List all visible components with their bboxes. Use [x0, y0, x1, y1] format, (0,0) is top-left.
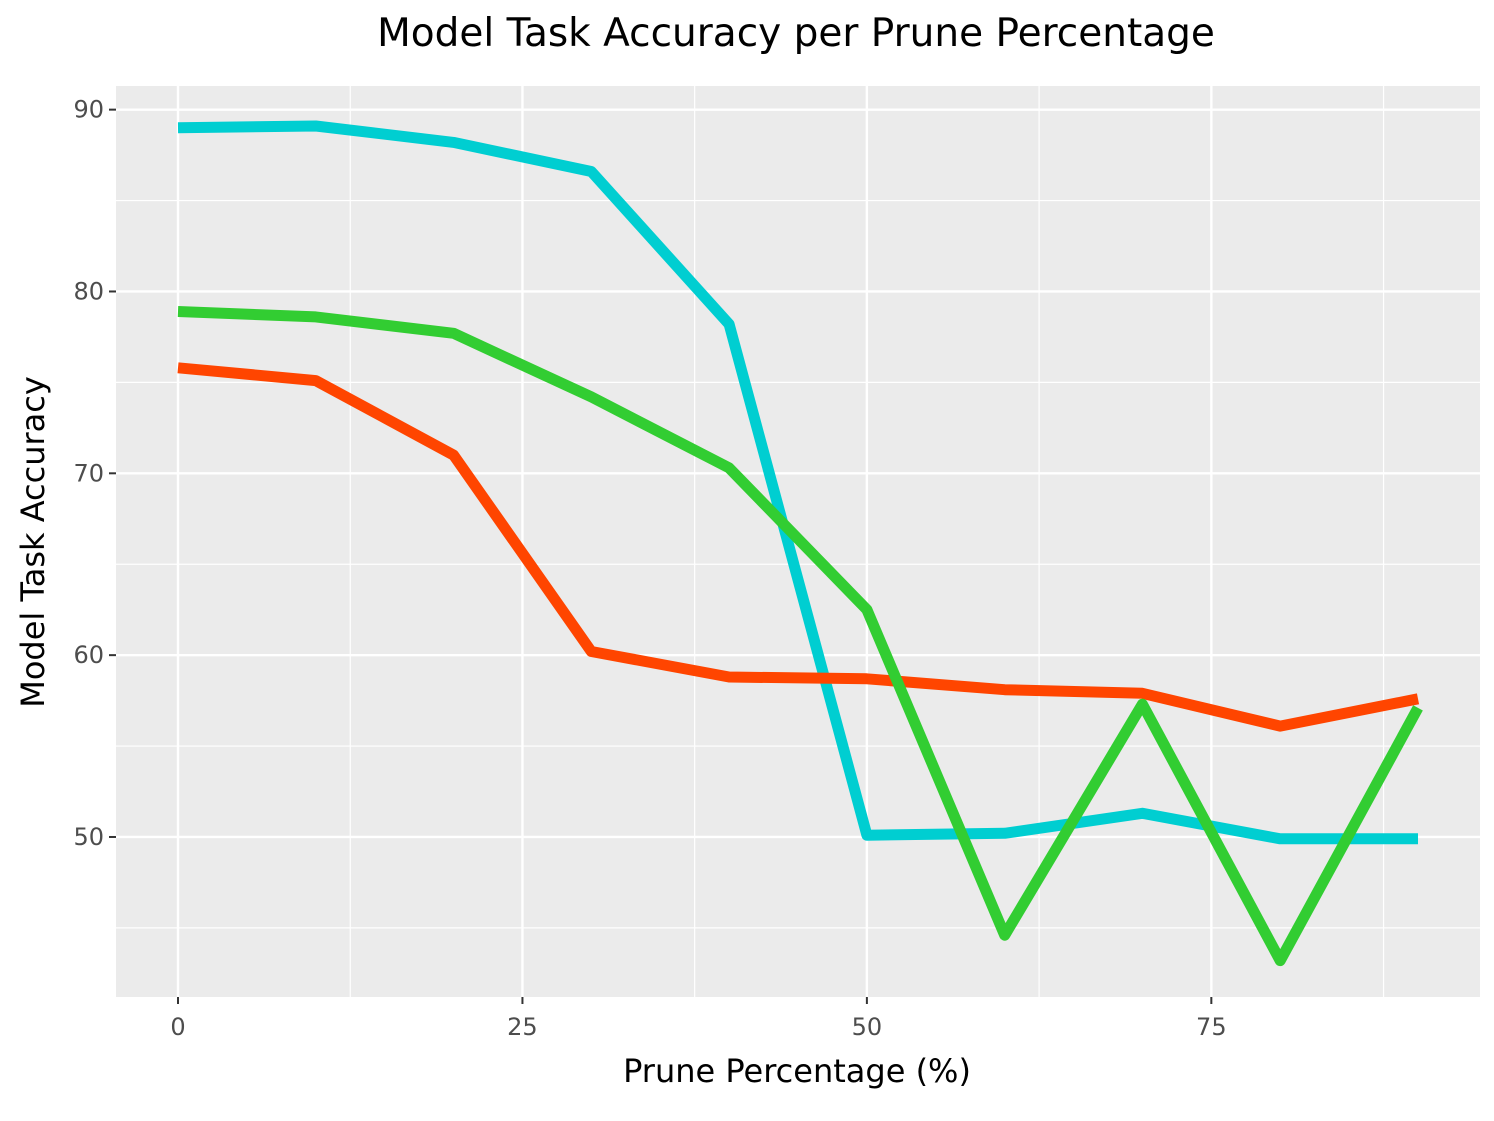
x-axis-title: Prune Percentage (%)	[623, 1052, 971, 1090]
x-tick-label: 25	[507, 1013, 538, 1041]
y-tick-label: 50	[73, 823, 104, 851]
chart-title: Model Task Accuracy per Prune Percentage	[377, 11, 1215, 56]
series-lines	[177, 120, 1423, 967]
y-axis-title: Model Task Accuracy	[14, 376, 52, 708]
y-tick-label: 90	[73, 96, 104, 124]
x-tick-label: 75	[1196, 1013, 1227, 1041]
y-tick-label: 70	[73, 459, 104, 487]
series-line-3	[177, 306, 1423, 967]
series-line-2	[177, 362, 1420, 732]
y-axis-ticks: 50 60 70 80 90	[73, 96, 116, 851]
major-gridlines	[116, 86, 1480, 997]
y-tick-label: 60	[73, 641, 104, 669]
x-tick-label: 50	[852, 1013, 883, 1041]
y-tick-label: 80	[73, 277, 104, 305]
x-tick-label: 0	[170, 1013, 185, 1041]
x-axis-ticks: 0 25 50 75	[170, 997, 1227, 1041]
